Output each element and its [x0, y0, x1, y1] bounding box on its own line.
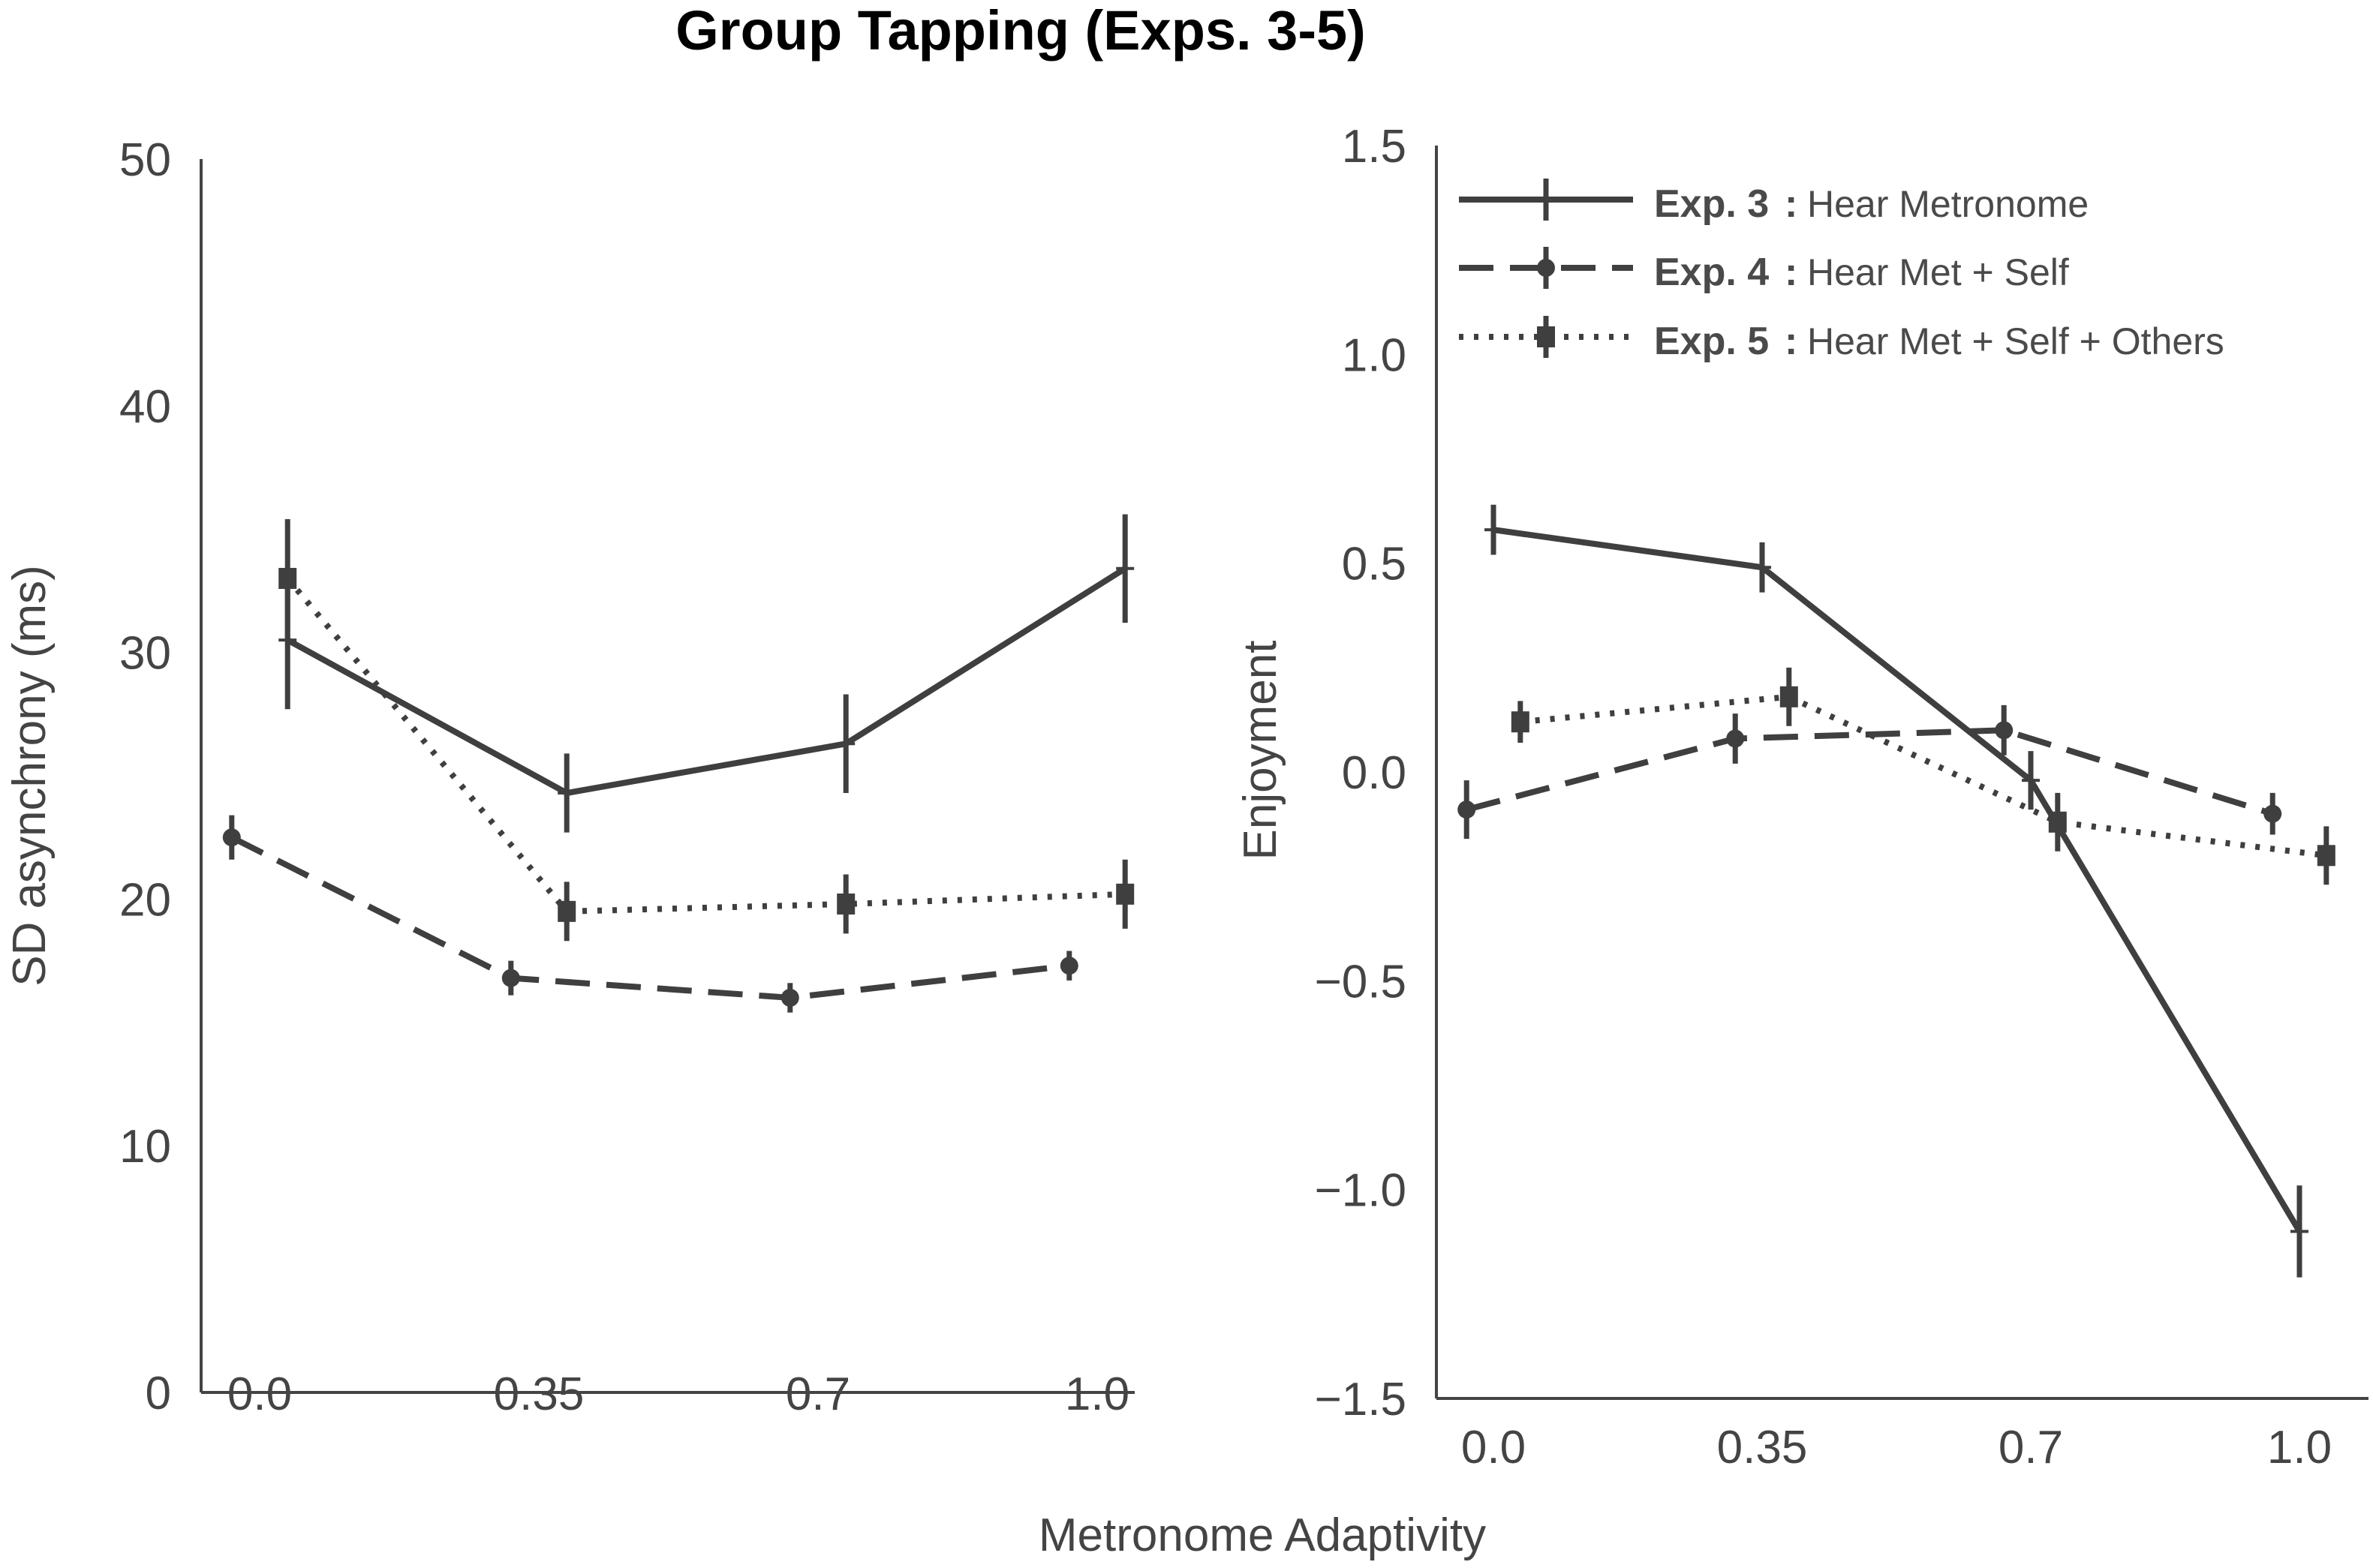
legend-marker	[1537, 259, 1555, 277]
data-point	[501, 969, 520, 987]
xtick-label: 0.0	[227, 1368, 292, 1420]
xtick-label: 0.35	[494, 1368, 585, 1420]
ytick-label: −1.5	[1315, 1374, 1406, 1425]
legend-exp4-label: Exp. 4	[1654, 251, 1769, 294]
legend-item-exp4: Exp. 4 : Hear Met + Self	[1459, 247, 2069, 294]
data-point	[2263, 804, 2282, 823]
legend-exp3-colon: :	[1785, 182, 1797, 226]
legend-exp5-colon: :	[1785, 320, 1797, 363]
ytick-label: 1.5	[1342, 121, 1406, 173]
data-point	[1060, 957, 1078, 975]
legend-exp5-label: Exp. 5	[1654, 320, 1769, 363]
series-line	[1520, 693, 2327, 859]
legend-exp4-colon: :	[1785, 251, 1797, 294]
ytick-label: 30	[119, 628, 171, 680]
series-line	[286, 566, 1127, 797]
right-series	[1457, 504, 2335, 1278]
data-point	[1995, 721, 2014, 740]
series-line	[230, 834, 1070, 1001]
data-point	[222, 828, 241, 847]
data-point	[2048, 811, 2067, 833]
xtick-label: 0.0	[1461, 1422, 1526, 1473]
xtick-label: 0.35	[1717, 1422, 1808, 1473]
ytick-label: 50	[119, 134, 171, 186]
series-solid	[1484, 504, 2308, 1278]
legend-marker	[1537, 326, 1555, 347]
ytick-label: 0.5	[1342, 539, 1406, 590]
series-line	[1493, 527, 2302, 1233]
series-dotted	[278, 519, 1135, 942]
ytick-label: 20	[119, 874, 171, 926]
legend-exp4-desc: Hear Met + Self	[1807, 251, 2069, 293]
ytick-label: −1.0	[1315, 1165, 1406, 1217]
xtick-label: 0.7	[1999, 1422, 2063, 1473]
ytick-label: 0.0	[1342, 747, 1406, 799]
chart-title: Group Tapping (Exps. 3-5)	[675, 0, 1366, 62]
panel-enjoyment: Enjoyment −1.5 −1.0 −0.5 0.0 0.5 1.0 1.5 0.0 0.3…	[1235, 121, 2368, 1473]
x-axis-label: Metronome Adaptivity	[1039, 1509, 1486, 1561]
panel-sd-asynchrony: SD asynchrony (ms) 0 10 20 30 40 50 0.0 0.35 0.7…	[4, 134, 1135, 1420]
data-point	[1511, 711, 1529, 733]
left-series	[222, 514, 1135, 1013]
left-y-axis-label: SD asynchrony (ms)	[4, 565, 56, 987]
legend-exp3-desc: Hear Metronome	[1807, 183, 2089, 225]
series-line	[1466, 727, 2274, 817]
ytick-label: 10	[119, 1121, 171, 1173]
data-point	[1457, 801, 1476, 819]
data-point	[2317, 845, 2335, 867]
series-dashed	[222, 815, 1078, 1013]
ytick-label: 1.0	[1342, 329, 1406, 381]
legend-exp3-label: Exp. 3	[1654, 182, 1769, 226]
data-point	[558, 900, 576, 922]
ytick-label: 40	[119, 381, 171, 433]
right-ticks: −1.5 −1.0 −0.5 0.0 0.5 1.0 1.5 0.0 0.35 0.7 1.0	[1315, 121, 2332, 1473]
right-y-axis-label: Enjoyment	[1235, 641, 1286, 861]
series-line	[285, 576, 1126, 915]
legend-item-exp5: Exp. 5 : Hear Met + Self + Others	[1459, 316, 2224, 363]
data-point	[1726, 729, 1745, 748]
series-solid	[278, 514, 1135, 833]
ytick-label: −0.5	[1315, 956, 1406, 1008]
legend-sample-exp5	[1459, 316, 1633, 358]
series-dotted	[1511, 667, 2335, 885]
data-point	[780, 988, 799, 1007]
xtick-label: 1.0	[2267, 1422, 2332, 1473]
xtick-label: 1.0	[1065, 1368, 1129, 1420]
legend-item-exp3: Exp. 3 : Hear Metronome	[1459, 179, 2089, 226]
legend: Exp. 3 : Hear Metronome Exp. 4 : Hear Me…	[1459, 179, 2224, 363]
legend-sample-exp3	[1459, 179, 1633, 221]
data-point	[837, 893, 856, 915]
legend-exp5-desc: Hear Met + Self + Others	[1807, 320, 2224, 362]
data-point	[1116, 883, 1135, 905]
ytick-label: 0	[146, 1368, 171, 1419]
left-ticks: 0 10 20 30 40 50 0.0 0.35 0.7 1.0	[119, 134, 1129, 1420]
data-point	[1779, 686, 1798, 707]
legend-sample-exp4	[1459, 247, 1633, 289]
xtick-label: 0.7	[786, 1368, 850, 1420]
data-point	[278, 567, 297, 589]
series-dashed	[1457, 704, 2282, 840]
